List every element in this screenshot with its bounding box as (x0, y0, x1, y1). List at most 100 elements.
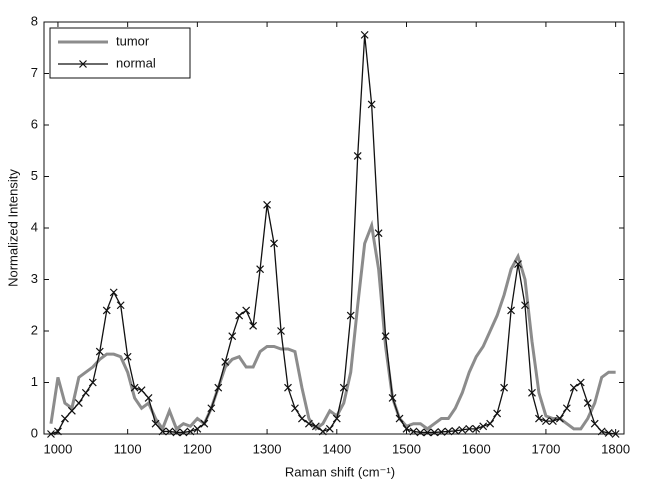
y-tick-label: 3 (31, 271, 38, 286)
marker (430, 428, 439, 437)
marker (207, 404, 216, 413)
marker (277, 327, 285, 335)
series-line (50, 34, 616, 435)
marker (60, 414, 69, 423)
marker (298, 414, 306, 423)
marker (528, 388, 536, 397)
marker (74, 399, 83, 408)
series-line (49, 219, 616, 433)
y-axis-label: Normalized Intensity (5, 169, 20, 287)
x-tick-label: 1700 (531, 441, 560, 456)
marker (500, 383, 509, 392)
marker (339, 383, 348, 392)
marker (409, 427, 418, 436)
marker (311, 422, 320, 431)
marker (109, 288, 118, 297)
marker (332, 414, 341, 423)
marker (228, 332, 237, 341)
marker (270, 239, 278, 248)
marker (256, 265, 265, 274)
x-tick-label: 1000 (43, 441, 72, 456)
marker (325, 424, 334, 433)
marker (284, 383, 292, 392)
marker (611, 430, 620, 438)
marker (562, 404, 571, 413)
x-tick-label: 1200 (183, 441, 212, 456)
marker (353, 151, 362, 160)
y-tick-label: 0 (31, 425, 38, 440)
y-tick-label: 7 (31, 65, 38, 80)
marker (423, 428, 432, 437)
marker (179, 428, 188, 437)
marker (472, 424, 481, 433)
marker (360, 30, 369, 39)
marker (381, 332, 390, 341)
x-tick-label: 1600 (462, 441, 491, 456)
marker (451, 426, 460, 435)
marker (521, 301, 529, 310)
marker (193, 424, 202, 433)
marker (235, 311, 244, 320)
marker (165, 427, 174, 436)
marker (130, 383, 139, 392)
legend-label: tumor (116, 33, 150, 48)
legend-box (49, 27, 191, 79)
marker (221, 357, 230, 366)
marker (123, 352, 132, 361)
marker (318, 427, 327, 436)
marker (88, 378, 97, 387)
y-tick-label: 1 (31, 374, 38, 389)
marker (291, 404, 299, 413)
marker (507, 306, 515, 315)
marker (304, 419, 313, 428)
marker (172, 428, 181, 437)
marker (514, 260, 522, 268)
marker (444, 427, 453, 436)
y-tick-label: 4 (31, 219, 38, 234)
marker (47, 430, 55, 438)
x-tick-label: 1400 (322, 441, 351, 456)
x-axis-label: Raman shift (cm⁻¹) (285, 464, 395, 479)
y-tick-label: 5 (31, 168, 38, 183)
x-tick-label: 1100 (114, 441, 142, 456)
marker (67, 406, 76, 415)
marker (555, 414, 564, 423)
marker (54, 427, 62, 436)
marker (214, 383, 223, 392)
marker (346, 311, 355, 320)
marker (493, 409, 502, 418)
marker (137, 386, 146, 395)
marker (479, 422, 488, 431)
y-tick-label: 2 (31, 322, 38, 337)
marker (116, 301, 125, 310)
marker (416, 428, 425, 437)
marker (402, 424, 411, 433)
marker (590, 419, 599, 428)
marker (158, 427, 167, 436)
marker (437, 428, 446, 436)
marker (144, 394, 153, 402)
marker (102, 306, 111, 315)
marker (81, 388, 90, 397)
marker (249, 321, 258, 330)
legend-label: normal (116, 55, 156, 70)
marker (388, 394, 397, 402)
x-tick-label: 1800 (601, 441, 630, 456)
marker (263, 200, 272, 209)
y-tick-label: 8 (31, 13, 38, 28)
marker (367, 100, 376, 109)
marker (200, 419, 209, 428)
marker (569, 383, 578, 392)
y-tick-label: 6 (31, 116, 38, 131)
marker (395, 414, 404, 423)
marker (374, 229, 383, 238)
x-tick-label: 1500 (392, 441, 421, 456)
marker (604, 429, 613, 437)
marker (151, 419, 160, 428)
marker (535, 414, 543, 423)
marker (541, 417, 550, 426)
legend-marker (79, 60, 87, 68)
marker (95, 347, 104, 356)
marker (597, 427, 606, 436)
marker (583, 399, 592, 408)
